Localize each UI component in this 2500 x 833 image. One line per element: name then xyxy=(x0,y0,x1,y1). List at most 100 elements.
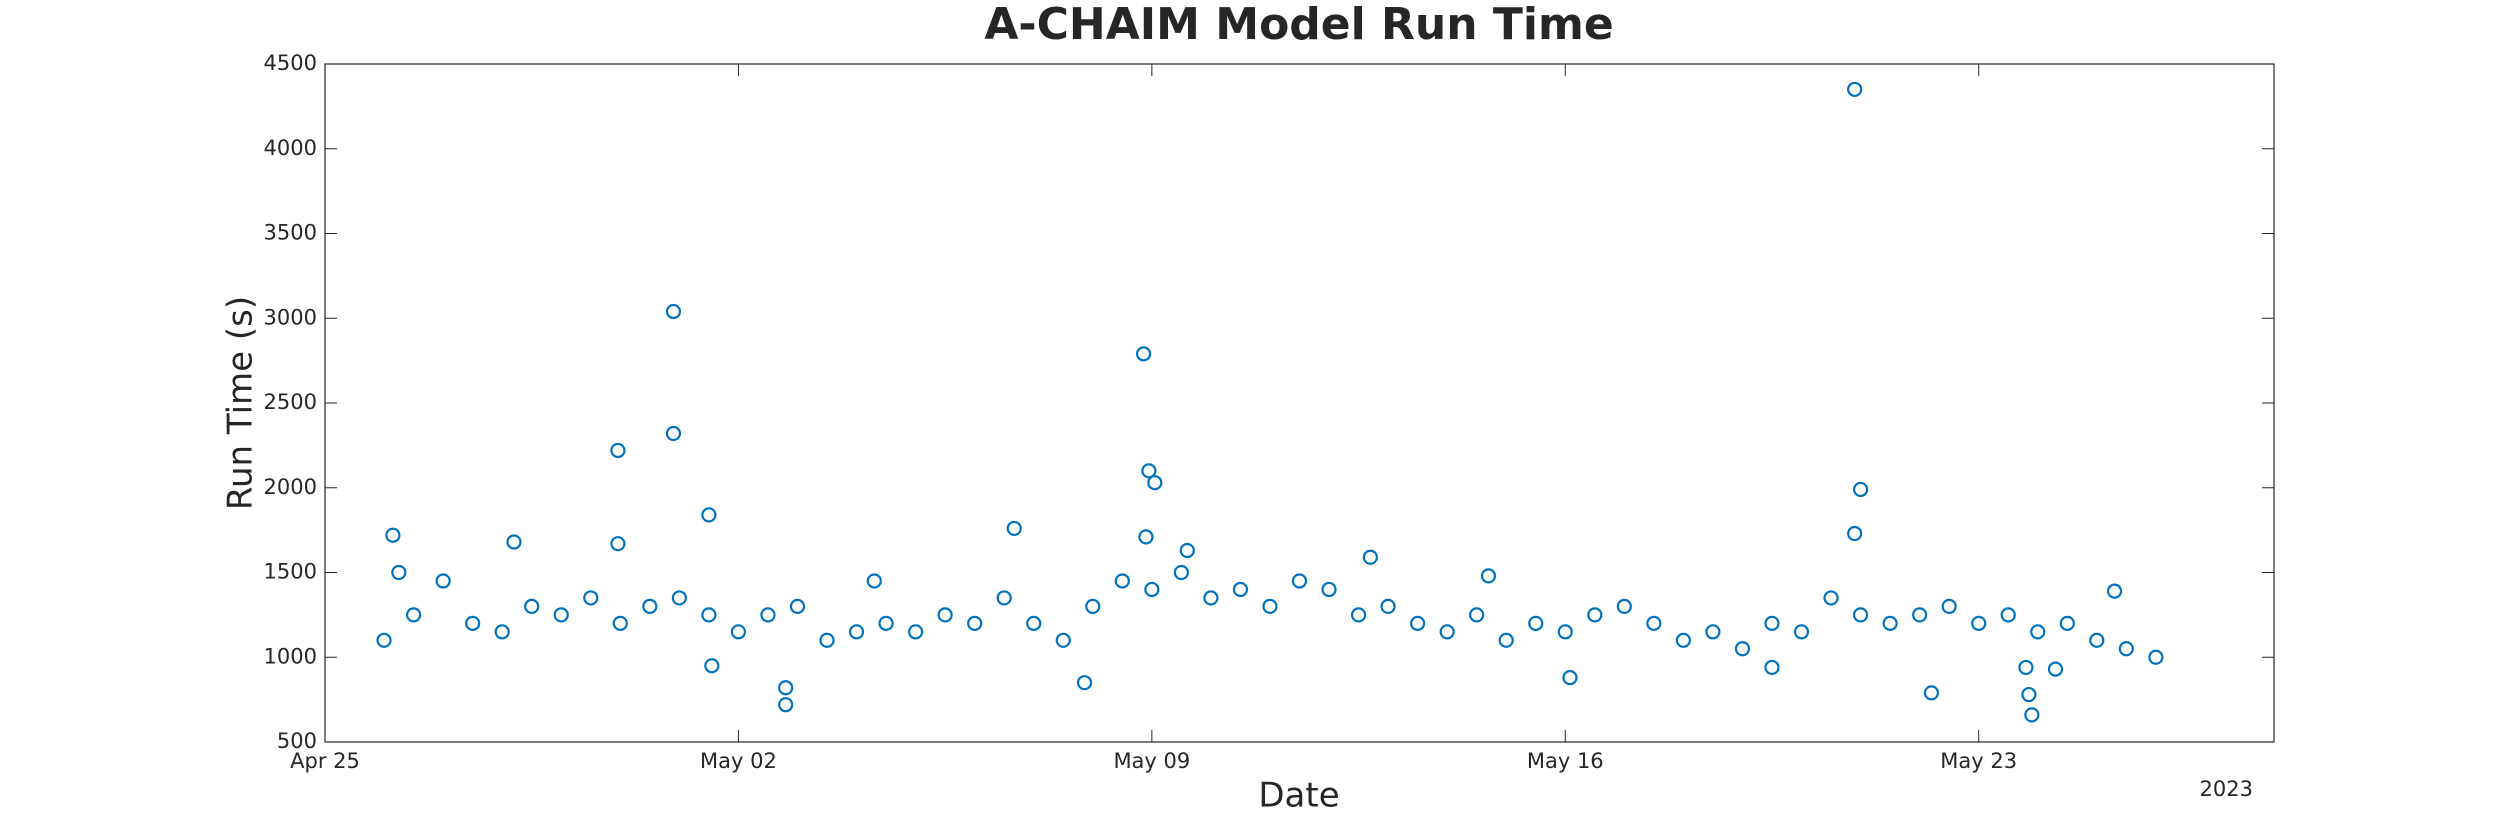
data-point xyxy=(2089,632,2105,648)
data-point xyxy=(819,632,835,648)
data-point xyxy=(1291,573,1308,589)
data-point xyxy=(1616,598,1632,615)
data-point xyxy=(1557,624,1573,640)
data-point xyxy=(778,680,794,696)
x-tick-label: May 09 xyxy=(1113,749,1190,773)
data-point xyxy=(1179,542,1195,559)
y-tick-label: 3000 xyxy=(264,305,317,329)
y-tick-label: 500 xyxy=(277,729,317,753)
data-point xyxy=(610,536,626,552)
data-point xyxy=(2106,583,2123,599)
data-point xyxy=(1764,615,1780,631)
y-tick-label: 2500 xyxy=(264,390,317,414)
data-point xyxy=(1232,581,1249,598)
data-point xyxy=(1173,564,1189,581)
data-point xyxy=(878,615,894,631)
data-point xyxy=(465,615,481,631)
data-point xyxy=(730,624,747,640)
data-point xyxy=(1852,607,1869,623)
y-tick-label: 3500 xyxy=(264,221,317,245)
data-point xyxy=(1380,598,1396,615)
data-point xyxy=(1321,581,1337,598)
y-tick-label: 4500 xyxy=(264,51,317,75)
data-point xyxy=(1203,590,1219,606)
data-point xyxy=(1026,615,1042,631)
data-point xyxy=(2021,686,2037,703)
data-point xyxy=(848,624,865,640)
y-axis-label: Run Time (s) xyxy=(221,296,261,510)
data-point xyxy=(583,590,599,606)
data-point xyxy=(1350,607,1367,623)
data-point xyxy=(2030,624,2046,640)
data-point xyxy=(778,697,794,713)
data-point xyxy=(391,564,407,581)
data-point xyxy=(610,442,626,459)
data-point xyxy=(1439,624,1455,640)
data-point xyxy=(671,590,687,606)
data-point xyxy=(506,534,522,550)
x-axis-label: Date xyxy=(1258,776,1339,816)
data-point xyxy=(1562,669,1578,686)
data-point xyxy=(612,615,628,631)
data-point xyxy=(937,607,953,623)
data-point xyxy=(2047,661,2064,677)
data-point xyxy=(1141,463,1157,479)
data-point xyxy=(1135,346,1152,362)
data-point xyxy=(866,573,882,589)
data-point xyxy=(701,507,717,523)
data-point xyxy=(2000,607,2016,623)
data-point xyxy=(1882,615,1898,631)
x-tick-label: May 16 xyxy=(1527,749,1604,773)
data-point xyxy=(1006,520,1022,537)
y-tick-label: 4000 xyxy=(264,136,317,160)
data-point xyxy=(1498,632,1514,648)
data-point xyxy=(1793,624,1810,640)
data-point xyxy=(1764,659,1780,676)
data-point xyxy=(1528,615,1544,631)
data-point xyxy=(2018,659,2034,676)
data-point xyxy=(642,598,658,615)
data-point xyxy=(1138,529,1154,545)
data-point xyxy=(665,425,682,442)
data-point xyxy=(760,607,776,623)
data-point xyxy=(1847,525,1863,542)
data-point xyxy=(701,607,717,623)
data-point xyxy=(1144,581,1160,598)
data-point xyxy=(1646,615,1662,631)
data-point xyxy=(2148,649,2164,665)
data-point xyxy=(967,615,983,631)
data-point xyxy=(1912,607,1928,623)
x-tick-label: Apr 25 xyxy=(290,749,360,773)
data-point xyxy=(2118,641,2134,657)
data-point xyxy=(385,527,401,543)
x-secondary-label: 2023 xyxy=(2200,777,2253,801)
data-point xyxy=(1085,598,1101,615)
data-point xyxy=(789,598,806,615)
y-tick-label: 2000 xyxy=(264,475,317,499)
data-point xyxy=(996,590,1012,606)
data-point xyxy=(553,607,569,623)
data-point xyxy=(665,303,682,320)
data-point xyxy=(1262,598,1278,615)
data-point xyxy=(1923,685,1940,701)
data-point xyxy=(1852,481,1869,498)
data-point xyxy=(524,598,540,615)
data-point xyxy=(494,624,510,640)
data-point xyxy=(376,632,392,648)
data-point xyxy=(2024,707,2040,723)
data-point xyxy=(908,624,924,640)
data-point xyxy=(1971,615,1987,631)
data-point xyxy=(405,607,422,623)
data-point xyxy=(1823,590,1839,606)
x-tick-label: May 02 xyxy=(700,749,777,773)
data-point xyxy=(1941,598,1957,615)
data-point xyxy=(704,658,720,674)
data-point xyxy=(1410,615,1426,631)
data-point xyxy=(1055,632,1071,648)
data-point xyxy=(1675,632,1691,648)
y-tick-label: 1000 xyxy=(264,644,317,668)
data-point xyxy=(1847,81,1863,98)
data-point xyxy=(1587,607,1603,623)
